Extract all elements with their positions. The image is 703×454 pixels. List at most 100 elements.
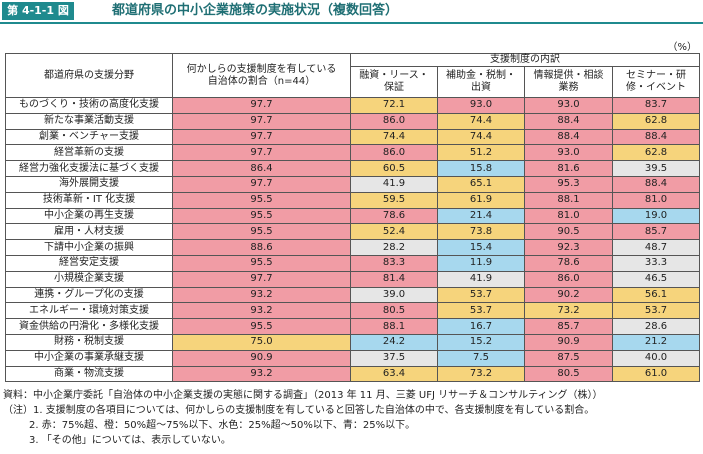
value-cell: 11.9 [437, 254, 525, 272]
unit-label: （%） [667, 42, 697, 53]
value-cell: 83.7 [612, 97, 700, 114]
sub-header: 情報提供・相談業務 [524, 66, 613, 98]
value-cell: 88.4 [524, 112, 613, 130]
value-cell: 95.5 [172, 318, 351, 335]
row-label: 中小企業の事業承継支援 [5, 349, 173, 367]
row-label: 技術革新・IT 化支援 [5, 191, 173, 209]
table-row: 小規模企業支援 97.7 81.4 41.9 86.0 46.5 [5, 270, 700, 288]
value-cell: 73.2 [437, 365, 525, 383]
data-table: 都道府県の支援分野 何かしらの支援制度を有している自治体の割合（n=44） 支援… [5, 53, 700, 383]
value-cell: 90.5 [524, 223, 613, 241]
note-line: （注）1. 支援制度の各項目については、何かしらの支援制度を有していると回答した… [3, 405, 595, 416]
value-cell: 19.0 [612, 207, 700, 225]
value-cell: 87.5 [524, 349, 613, 367]
value-cell: 97.7 [172, 112, 351, 130]
value-cell: 73.8 [437, 223, 525, 241]
column-header: 都道府県の支援分野 [5, 53, 173, 98]
group-header: 支援制度の内訳 [350, 53, 700, 67]
value-cell: 7.5 [437, 349, 525, 367]
value-cell: 63.4 [350, 365, 438, 383]
row-label: 創業・ベンチャー支援 [5, 128, 173, 146]
value-cell: 80.5 [524, 365, 613, 383]
value-cell: 88.4 [612, 175, 700, 193]
value-cell: 74.4 [437, 112, 525, 130]
note-line: 資料：中小企業庁委託「自治体の中小企業支援の実態に関する調査」（2013 年 1… [3, 390, 603, 401]
row-label: 経営力強化支援法に基づく支援 [5, 160, 173, 177]
value-cell: 81.0 [612, 191, 700, 209]
value-cell: 53.7 [612, 302, 700, 320]
value-cell: 15.4 [437, 239, 525, 256]
table-row: 雇用・人材支援 95.5 52.4 73.8 90.5 85.7 [5, 223, 700, 241]
value-cell: 95.5 [172, 223, 351, 241]
value-cell: 74.4 [350, 128, 438, 146]
value-cell: 61.0 [612, 365, 700, 383]
value-cell: 81.0 [524, 207, 613, 225]
value-cell: 81.4 [350, 270, 438, 288]
row-label: 経営安定支援 [5, 254, 173, 272]
value-cell: 83.3 [350, 254, 438, 272]
value-cell: 90.9 [524, 333, 613, 351]
row-label: 経営革新の支援 [5, 144, 173, 162]
table-row: エネルギー・環境対策支援 93.2 80.5 53.7 73.2 53.7 [5, 302, 700, 320]
value-cell: 95.3 [524, 175, 613, 193]
figure-title: 都道府県の中小企業施策の実施状況（複数回答） [112, 3, 399, 18]
value-cell: 85.7 [612, 223, 700, 241]
value-cell: 88.4 [612, 128, 700, 146]
value-cell: 93.0 [524, 144, 613, 162]
row-label: 新たな事業活動支援 [5, 112, 173, 130]
value-cell: 15.8 [437, 160, 525, 177]
value-cell: 73.2 [524, 302, 613, 320]
value-cell: 21.4 [437, 207, 525, 225]
table-row: 商業・物流支援 93.2 63.4 73.2 80.5 61.0 [5, 365, 700, 383]
value-cell: 86.0 [524, 270, 613, 288]
row-label: 下請中小企業の振興 [5, 239, 173, 256]
row-label: エネルギー・環境対策支援 [5, 302, 173, 320]
value-cell: 41.9 [437, 270, 525, 288]
value-cell: 39.0 [350, 286, 438, 304]
row-label: 中小企業の再生支援 [5, 207, 173, 225]
table-row: 資金供給の円滑化・多様化支援 95.5 88.1 16.7 85.7 28.6 [5, 318, 700, 335]
value-cell: 60.5 [350, 160, 438, 177]
value-cell: 97.7 [172, 270, 351, 288]
value-cell: 88.1 [350, 318, 438, 335]
sub-header: セミナー・研修・イベント [612, 66, 700, 98]
value-cell: 97.7 [172, 144, 351, 162]
value-cell: 90.9 [172, 349, 351, 367]
table-row: 経営革新の支援 97.7 86.0 51.2 93.0 62.8 [5, 144, 700, 162]
value-cell: 88.4 [524, 128, 613, 146]
value-cell: 93.2 [172, 365, 351, 383]
sub-header: 融資・リース・保証 [350, 66, 438, 98]
value-cell: 86.4 [172, 160, 351, 177]
table-row: 連携・グループ化の支援 93.2 39.0 53.7 90.2 56.1 [5, 286, 700, 304]
column-header: 何かしらの支援制度を有している自治体の割合（n=44） [172, 53, 351, 98]
value-cell: 65.1 [437, 175, 525, 193]
row-label: 商業・物流支援 [5, 365, 173, 383]
figure-number: 第 4-1-1 図 [2, 2, 74, 20]
notes: 資料：中小企業庁委託「自治体の中小企業支援の実態に関する調査」（2013 年 1… [3, 388, 603, 448]
table-row: 経営安定支援 95.5 83.3 11.9 78.6 33.3 [5, 254, 700, 272]
table-row: 創業・ベンチャー支援 97.7 74.4 74.4 88.4 88.4 [5, 128, 700, 146]
value-cell: 21.2 [612, 333, 700, 351]
value-cell: 78.6 [524, 254, 613, 272]
table-row: 新たな事業活動支援 97.7 86.0 74.4 88.4 62.8 [5, 112, 700, 130]
value-cell: 93.2 [172, 286, 351, 304]
value-cell: 28.6 [612, 318, 700, 335]
table-row: 中小企業の再生支援 95.5 78.6 21.4 81.0 19.0 [5, 207, 700, 225]
value-cell: 41.9 [350, 175, 438, 193]
value-cell: 48.7 [612, 239, 700, 256]
row-label: 資金供給の円滑化・多様化支援 [5, 318, 173, 335]
value-cell: 97.7 [172, 128, 351, 146]
value-cell: 95.5 [172, 207, 351, 225]
row-label: 雇用・人材支援 [5, 223, 173, 241]
value-cell: 93.2 [172, 302, 351, 320]
value-cell: 53.7 [437, 286, 525, 304]
row-label: 海外展開支援 [5, 175, 173, 193]
value-cell: 56.1 [612, 286, 700, 304]
value-cell: 59.5 [350, 191, 438, 209]
value-cell: 40.0 [612, 349, 700, 367]
note-line: 3. 「その他」については、表示していない。 [29, 435, 231, 446]
row-label: 財務・税制支援 [5, 333, 173, 351]
sub-header: 補助金・税制・出資 [437, 66, 525, 98]
table-row: 下請中小企業の振興 88.6 28.2 15.4 92.3 48.7 [5, 239, 700, 256]
